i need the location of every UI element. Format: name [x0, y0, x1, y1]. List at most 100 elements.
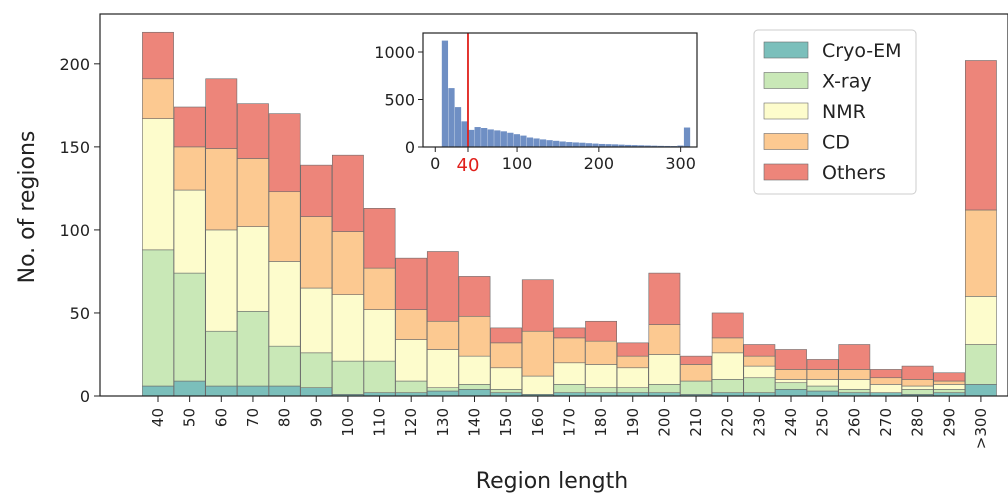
bar-cd-250	[806, 369, 839, 380]
x-tick-label: 120	[402, 408, 420, 437]
bar-others-250	[806, 359, 839, 370]
bar-nmr-280	[901, 385, 934, 390]
bar-others-60	[205, 78, 238, 149]
inset-histogram: 0 500 1000 0 100 200 300 40	[374, 32, 698, 176]
x-tick-label: 220	[719, 408, 737, 437]
inset-bar	[625, 144, 632, 147]
bar-others-100	[331, 154, 364, 232]
bar-x-ray-80	[268, 345, 301, 387]
x-tick-label: 240	[782, 408, 800, 437]
bar-cd-140	[458, 315, 491, 357]
inset-bar	[454, 107, 462, 147]
bar-cryo-em-240	[775, 389, 807, 397]
legend-swatch-others	[763, 163, 809, 181]
bar-others-110	[363, 208, 396, 269]
x-tick-label: 130	[434, 408, 452, 437]
x-tick-label: 200	[655, 408, 673, 437]
bar-nmr-130	[426, 349, 459, 389]
bar-cd-60	[205, 148, 238, 231]
x-tick-label: 50	[181, 408, 199, 427]
bar-cd-220	[711, 337, 744, 354]
inset-y-tick-label: 0	[405, 138, 415, 157]
bar-others-160	[521, 279, 554, 332]
bar-x-ray-300	[964, 344, 997, 385]
bar-x-ray-130	[426, 387, 459, 392]
bar-nmr-80	[268, 261, 301, 347]
bar-nmr-120	[395, 339, 428, 382]
inset-bar	[585, 143, 592, 147]
inset-bar	[513, 134, 521, 147]
legend-label-nmr: NMR	[822, 101, 866, 123]
bar-cryo-em-70	[237, 385, 269, 397]
inset-bar	[611, 144, 619, 147]
x-tick-label: 260	[845, 408, 863, 437]
inset-bar	[638, 145, 645, 147]
bar-others-290	[933, 372, 966, 382]
x-tick-label: 250	[814, 408, 832, 437]
bar-cd-280	[901, 379, 934, 387]
inset-bar	[487, 129, 494, 147]
main-axes: 0 50 100 150 200 40 50 60 70 80 90 100 110 120 130 140 1…	[59, 13, 1008, 449]
bar-x-ray-90	[300, 352, 333, 389]
bar-x-ray-170	[553, 384, 586, 393]
bar-others-260	[838, 344, 871, 370]
legend-swatch-x-ray	[763, 72, 809, 89]
bar-x-ray-100	[331, 360, 364, 395]
bar-nmr-300	[964, 296, 997, 345]
bar-others-300	[964, 60, 997, 211]
bar-nmr-180	[585, 364, 618, 388]
y-tick-label: 50	[70, 304, 90, 323]
x-tick-label: 110	[371, 408, 389, 437]
bar-cd-290	[933, 380, 966, 385]
bar-x-ray-180	[585, 387, 618, 393]
legend: Cryo-EM X-ray NMR CD Others	[753, 29, 917, 195]
bar-cd-240	[775, 369, 807, 380]
inset-x-tick-label: 200	[584, 154, 615, 173]
inset-bar	[618, 144, 625, 148]
x-tick-label: 150	[497, 408, 515, 437]
inset-bar	[520, 135, 527, 147]
legend-label-cryo-em: Cryo-EM	[822, 40, 902, 62]
legend-box	[753, 29, 917, 195]
bar-cryo-em-300	[964, 384, 997, 397]
bar-cd-50	[173, 146, 206, 191]
bar-x-ray-260	[838, 389, 871, 393]
bar-others-130	[426, 251, 459, 322]
inset-bar	[579, 142, 586, 147]
bar-cryo-em-250	[806, 390, 839, 397]
x-tick-label: 40	[149, 408, 167, 427]
bar-x-ray-120	[395, 380, 428, 393]
x-tick-label: 230	[750, 408, 768, 437]
bar-others-120	[395, 257, 428, 310]
y-tick-label: 0	[80, 387, 90, 406]
y-tick-label: 150	[59, 138, 90, 157]
x-tick-label: 80	[276, 408, 294, 427]
bar-cd-120	[395, 309, 428, 340]
bar-cd-200	[648, 324, 681, 355]
inset-bar	[441, 40, 449, 147]
bar-x-ray-140	[458, 384, 491, 390]
legend-swatch-nmr	[763, 102, 809, 120]
bar-others-270	[870, 369, 902, 379]
bar-x-ray-200	[648, 384, 681, 393]
bar-others-280	[901, 365, 934, 380]
inset-frame	[422, 32, 698, 148]
bar-nmr-140	[458, 355, 491, 385]
legend-swatch-cryo-em	[763, 41, 809, 59]
inset-bar	[592, 143, 599, 147]
bar-cd-230	[743, 355, 776, 367]
bar-cryo-em-60	[205, 385, 238, 397]
legend-label-cd: CD	[822, 132, 850, 154]
bar-others-40	[142, 31, 174, 80]
bar-cd-190	[616, 355, 649, 369]
inset-bar	[598, 143, 606, 147]
bar-x-ray-40	[142, 249, 174, 387]
x-tick-label: 270	[877, 408, 895, 437]
bar-nmr-250	[806, 379, 839, 387]
x-tick-label: 180	[592, 408, 610, 437]
inset-bar	[500, 131, 507, 147]
bar-cd-70	[237, 158, 269, 227]
bar-others-170	[553, 327, 586, 339]
inset-bar	[507, 132, 514, 147]
